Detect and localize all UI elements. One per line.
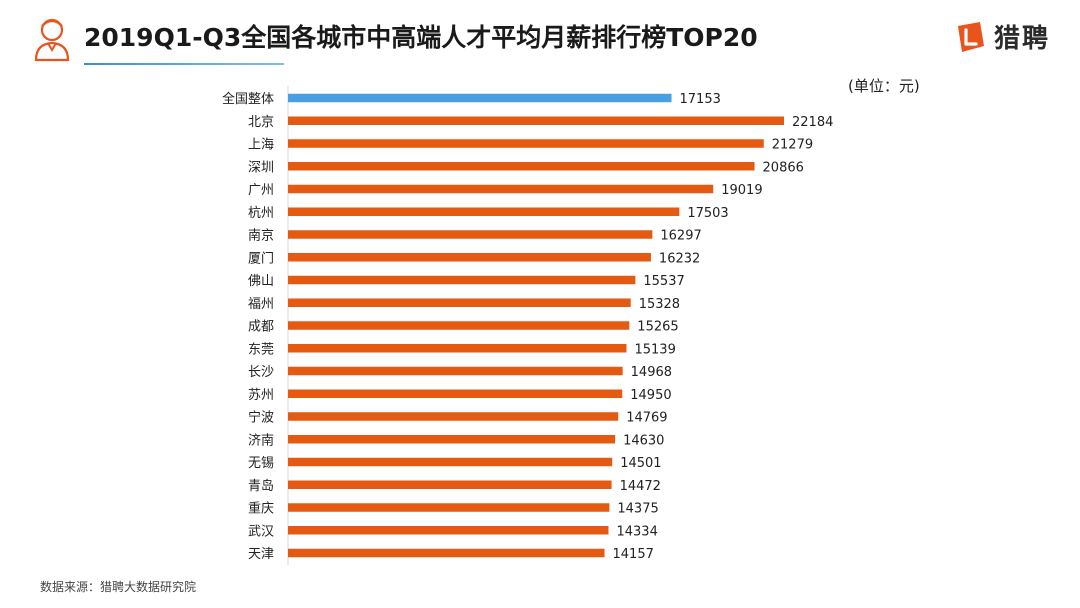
bar-city xyxy=(288,298,631,307)
category-label: 上海 xyxy=(248,138,274,153)
category-label: 重庆 xyxy=(248,501,274,517)
bar-city xyxy=(288,184,714,194)
value-label: 15328 xyxy=(639,297,680,312)
value-label: 15139 xyxy=(634,342,675,357)
category-label: 济南 xyxy=(248,432,274,448)
brand-logo: 猎聘 xyxy=(952,18,1050,55)
value-label: 21279 xyxy=(772,138,813,153)
value-label: 20866 xyxy=(763,160,804,175)
category-label: 成都 xyxy=(248,320,274,335)
value-label: 14334 xyxy=(616,524,657,539)
title-underline xyxy=(84,63,284,65)
value-label: 14375 xyxy=(617,502,658,517)
brand-name: 猎聘 xyxy=(993,24,1050,54)
category-label: 杭州 xyxy=(248,206,274,221)
category-label: 全国整体 xyxy=(222,91,274,107)
value-label: 14968 xyxy=(631,365,672,380)
unit-label: (单位：元) xyxy=(848,77,920,95)
bar-city xyxy=(288,207,680,216)
value-label: 14157 xyxy=(613,547,654,562)
bar-overall xyxy=(288,93,672,103)
bar-city xyxy=(288,275,636,285)
value-label: 17503 xyxy=(687,206,728,221)
value-label: 17153 xyxy=(680,92,721,107)
category-label: 福州 xyxy=(248,297,274,312)
value-label: 14501 xyxy=(620,456,661,471)
category-label: 宁波 xyxy=(248,410,274,426)
bar-city xyxy=(288,526,609,535)
bar-city xyxy=(288,139,764,148)
value-label: 15265 xyxy=(637,320,678,335)
category-label: 厦门 xyxy=(248,251,274,266)
bar-city xyxy=(288,321,630,330)
category-label: 苏州 xyxy=(248,387,274,403)
category-label: 北京 xyxy=(248,115,274,130)
value-label: 14950 xyxy=(630,388,671,403)
bar-city xyxy=(288,412,619,421)
category-label: 东莞 xyxy=(248,342,274,357)
value-label: 19019 xyxy=(721,183,762,198)
value-label: 16232 xyxy=(659,251,700,266)
bar-city xyxy=(288,230,653,239)
bar-city xyxy=(288,548,605,558)
bar-city xyxy=(288,162,755,171)
value-label: 14472 xyxy=(620,479,661,494)
bar-city xyxy=(288,116,784,125)
category-label: 广州 xyxy=(248,183,274,198)
category-label: 南京 xyxy=(248,228,274,244)
person-avatar-icon xyxy=(32,16,72,62)
bar-city xyxy=(288,480,612,489)
bar-city xyxy=(288,344,627,353)
value-label: 16297 xyxy=(660,229,701,244)
bar-city xyxy=(288,503,610,512)
liepin-logo-icon xyxy=(957,21,984,52)
bar-city xyxy=(288,389,623,398)
category-label: 深圳 xyxy=(248,160,274,175)
category-label: 青岛 xyxy=(248,478,274,494)
category-label: 长沙 xyxy=(248,365,274,380)
category-label: 无锡 xyxy=(248,456,274,471)
value-label: 14630 xyxy=(623,433,664,448)
bar-city xyxy=(288,435,616,444)
value-label: 15537 xyxy=(643,274,684,289)
bar-city xyxy=(288,366,623,376)
bar-city xyxy=(288,457,613,467)
category-label: 武汉 xyxy=(248,524,274,539)
value-label: 22184 xyxy=(792,115,833,130)
bar-city xyxy=(288,253,651,262)
value-label: 14769 xyxy=(626,411,667,426)
category-label: 天津 xyxy=(248,547,274,562)
category-label: 佛山 xyxy=(248,274,274,289)
data-source: 数据来源：猎聘大数据研究院 xyxy=(40,580,197,594)
page-title: 2019Q1-Q3全国各城市中高端人才平均月薪排行榜TOP20 xyxy=(84,23,758,52)
